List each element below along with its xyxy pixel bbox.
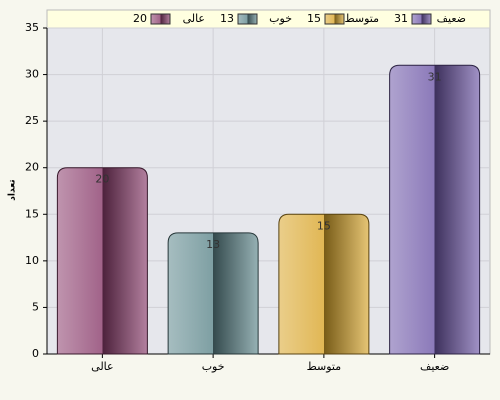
- y-tick-label: 30: [25, 68, 39, 81]
- bar: [56, 167, 148, 355]
- x-tick-label: متوسط: [307, 360, 342, 373]
- legend-label: ضعیف: [437, 12, 466, 25]
- y-tick-label: 15: [25, 207, 39, 220]
- y-tick-label: 10: [25, 254, 39, 267]
- legend-swatch: [324, 13, 345, 25]
- x-tick-label: عالی: [91, 360, 113, 373]
- legend-value: 31: [394, 12, 408, 25]
- data-label: 15: [317, 219, 331, 232]
- x-tick-label: خوب: [202, 360, 225, 373]
- legend-label: خوب: [269, 12, 292, 25]
- x-tick-label: ضعیف: [420, 360, 449, 373]
- y-axis-label: تعداد: [8, 179, 18, 200]
- legend-swatch: [411, 13, 432, 25]
- legend-label: عالی: [183, 12, 205, 25]
- data-label: 31: [428, 70, 442, 83]
- y-tick-label: 25: [25, 114, 39, 127]
- legend-value: 15: [307, 12, 321, 25]
- legend-swatch: [237, 13, 258, 25]
- legend-value: 20: [133, 12, 147, 25]
- y-tick-label: 5: [32, 300, 39, 313]
- bar: [167, 232, 259, 355]
- y-tick-label: 20: [25, 161, 39, 174]
- data-label: 20: [95, 173, 109, 186]
- legend-value: 13: [220, 12, 234, 25]
- bar: [389, 64, 481, 355]
- data-label: 13: [206, 238, 220, 251]
- y-tick-label: 0: [32, 347, 39, 360]
- legend-swatch: [150, 13, 171, 25]
- y-tick-label: 35: [25, 21, 39, 34]
- bar: [278, 213, 370, 355]
- legend-label: متوسط: [344, 12, 379, 25]
